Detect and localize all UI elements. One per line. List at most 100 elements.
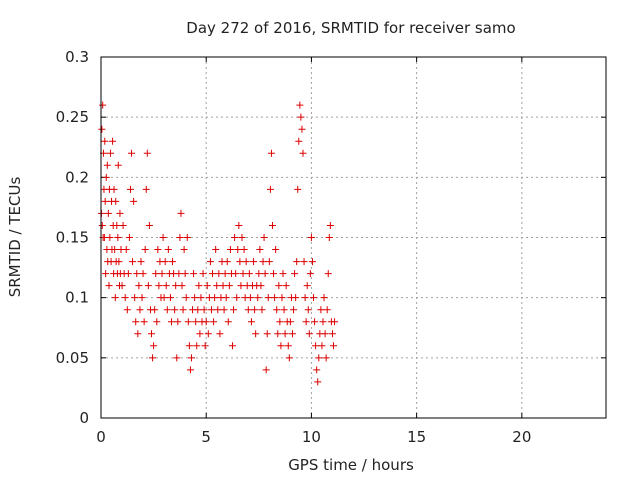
data-point	[112, 197, 120, 205]
data-point	[273, 306, 281, 314]
data-point	[179, 306, 187, 314]
data-point	[135, 282, 143, 290]
data-point	[319, 318, 327, 326]
data-point	[194, 306, 202, 314]
data-point	[282, 282, 290, 290]
data-point	[301, 294, 309, 302]
x-tick-label: 5	[201, 428, 211, 446]
data-point	[232, 270, 240, 278]
data-point	[235, 221, 243, 229]
data-point	[279, 270, 287, 278]
data-point	[153, 318, 161, 326]
data-point	[271, 294, 279, 302]
data-point	[215, 270, 223, 278]
data-point	[172, 282, 180, 290]
data-point	[98, 125, 106, 133]
data-point	[317, 306, 325, 314]
data-point	[304, 306, 312, 314]
data-point	[152, 270, 160, 278]
data-point	[142, 185, 150, 193]
data-point	[211, 294, 219, 302]
data-point	[126, 185, 134, 193]
x-tick-label: 15	[407, 428, 426, 446]
data-point	[240, 246, 248, 254]
data-point	[252, 330, 260, 338]
data-point	[143, 149, 151, 157]
data-point	[197, 294, 205, 302]
data-point	[141, 246, 149, 254]
data-point	[219, 282, 227, 290]
data-points	[97, 101, 339, 386]
data-point	[193, 342, 201, 350]
data-point	[106, 234, 114, 241]
data-point	[121, 294, 129, 302]
data-point	[212, 246, 220, 254]
data-point	[222, 294, 230, 302]
data-point	[123, 306, 131, 314]
data-point	[288, 330, 296, 338]
data-point	[299, 149, 307, 157]
data-point	[150, 342, 158, 350]
data-point	[239, 270, 247, 278]
data-point	[207, 306, 215, 314]
data-point	[116, 209, 124, 217]
data-point	[111, 246, 119, 254]
data-point	[199, 270, 207, 278]
data-point	[255, 270, 263, 278]
data-point	[224, 318, 232, 326]
data-point	[118, 282, 126, 290]
data-point	[113, 221, 121, 229]
data-point	[124, 270, 132, 278]
data-point	[103, 161, 111, 169]
data-point	[242, 258, 250, 266]
data-point	[238, 234, 246, 241]
data-point	[201, 342, 209, 350]
data-point	[268, 221, 276, 229]
data-point	[331, 318, 339, 326]
data-point	[275, 282, 283, 290]
data-point	[122, 246, 130, 254]
data-point	[104, 209, 112, 217]
data-point	[311, 318, 319, 326]
data-point	[302, 318, 310, 326]
data-point	[276, 318, 284, 326]
axis-ticks: 0 5 10 15 20 0 0.05 0.1 0.15 0.2 0.25 0.3	[56, 48, 606, 446]
data-point	[148, 330, 155, 338]
data-point	[134, 330, 142, 338]
data-point	[98, 221, 106, 229]
data-point	[128, 149, 136, 157]
data-point	[133, 270, 141, 278]
data-point	[213, 282, 221, 290]
y-tick-label: 0.3	[65, 48, 89, 66]
data-point	[261, 270, 269, 278]
y-tick-label: 0.2	[65, 168, 89, 186]
data-point	[105, 282, 113, 290]
data-point	[254, 294, 262, 302]
data-point	[310, 294, 318, 302]
data-point	[192, 318, 200, 326]
data-point	[167, 318, 175, 326]
data-point	[210, 318, 218, 326]
data-point	[300, 258, 308, 266]
data-point	[131, 294, 139, 302]
data-point	[272, 246, 280, 254]
data-point	[330, 342, 338, 350]
data-point	[321, 330, 329, 338]
data-point	[102, 173, 110, 181]
data-point	[111, 294, 119, 302]
data-point	[125, 234, 133, 241]
data-point	[184, 318, 192, 326]
data-point	[306, 270, 314, 278]
y-tick-label: 0.25	[56, 108, 89, 126]
data-point	[109, 137, 117, 145]
data-point	[102, 270, 110, 278]
data-point	[220, 306, 228, 314]
y-tick-label: 0.05	[56, 349, 89, 367]
data-point	[204, 330, 212, 338]
data-point	[180, 246, 188, 254]
x-axis-label: GPS time / hours	[288, 456, 414, 474]
data-point	[256, 246, 264, 254]
y-tick-label: 0.15	[56, 229, 89, 247]
data-point	[209, 270, 217, 278]
data-point	[266, 185, 274, 193]
